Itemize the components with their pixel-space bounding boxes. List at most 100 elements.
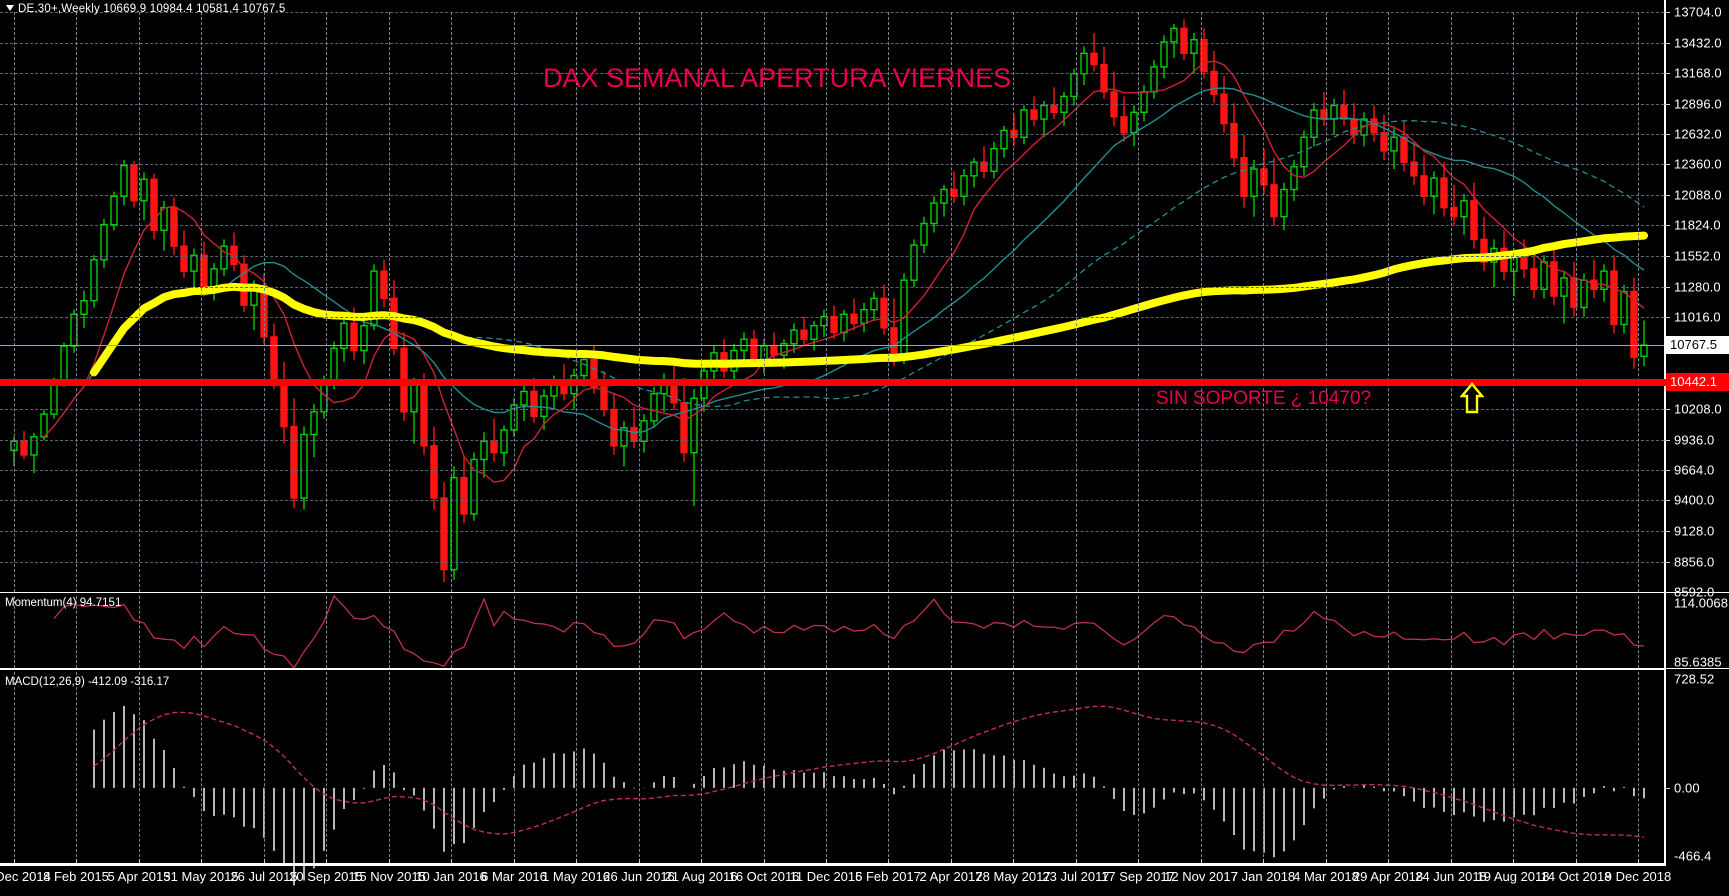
time-gridline [1201, 12, 1202, 592]
time-gridline [951, 596, 952, 668]
time-gridline [1013, 596, 1014, 668]
time-gridline [451, 12, 452, 592]
price-gridline [0, 316, 1664, 318]
time-axis-label: 24 Jun 2018 [1415, 869, 1487, 884]
time-axis-tick [576, 859, 577, 864]
price-axis-label: 8856.0 [1674, 554, 1715, 570]
time-gridline [389, 596, 390, 668]
price-axis-tick [1664, 164, 1670, 166]
price-axis-label: 13432.0 [1674, 35, 1722, 51]
time-axis-tick [451, 859, 452, 864]
time-gridline [639, 12, 640, 592]
time-gridline [389, 12, 390, 592]
time-axis-label: 12 Nov 2017 [1164, 869, 1238, 884]
time-axis-tick [1076, 859, 1077, 864]
time-axis-tick [1263, 859, 1264, 864]
time-axis-label: 7 Jan 2018 [1230, 869, 1296, 884]
time-axis-label: 26 Jul 2015 [230, 869, 298, 884]
time-gridline [1451, 672, 1452, 862]
price-axis-label: 11552.0 [1674, 248, 1721, 264]
time-gridline [514, 12, 515, 592]
time-gridline [576, 596, 577, 668]
pane-separator [0, 669, 1666, 670]
time-axis-label: 17 Sep 2017 [1101, 869, 1175, 884]
time-axis-tick [76, 859, 77, 864]
time-axis-label: 23 Jul 2017 [1042, 869, 1110, 884]
time-gridline [1201, 672, 1202, 862]
time-gridline [139, 596, 140, 668]
time-axis-label: 8 Feb 2015 [43, 869, 109, 884]
time-axis-tick [888, 859, 889, 864]
indicator-axis-label: 114.0068 [1674, 595, 1729, 611]
price-axis[interactable] [1666, 0, 1729, 896]
price-gridline [0, 439, 1664, 441]
price-axis-label: 9664.0 [1674, 462, 1715, 478]
time-gridline [1513, 672, 1514, 862]
time-axis-tick [326, 859, 327, 864]
time-gridline [76, 672, 77, 862]
time-gridline [1451, 12, 1452, 592]
price-axis-label: 12896.0 [1674, 96, 1722, 112]
symbol-header-text: DE.30+,Weekly 10669.9 10984.4 10581.4 10… [18, 3, 286, 15]
triangle-down-icon[interactable] [6, 5, 14, 11]
time-axis-label: 11 Dec 2016 [789, 869, 863, 884]
price-axis-label: 13168.0 [1674, 65, 1722, 81]
time-gridline [451, 672, 452, 862]
time-gridline [1263, 596, 1264, 668]
time-gridline [139, 12, 140, 592]
time-gridline [1388, 12, 1389, 592]
time-gridline [1638, 12, 1639, 592]
time-gridline [514, 596, 515, 668]
time-gridline [514, 672, 515, 862]
time-axis-label: 31 May 2015 [163, 869, 239, 884]
time-axis-label: 16 Oct 2016 [728, 869, 800, 884]
time-gridline [951, 12, 952, 592]
price-axis-tick [1664, 470, 1670, 472]
time-axis-tick [1388, 859, 1389, 864]
price-axis-label: 13704.0 [1674, 4, 1722, 20]
time-gridline [639, 596, 640, 668]
time-axis-label: 1 May 2016 [542, 869, 610, 884]
time-gridline [764, 596, 765, 668]
indicator-axis-label: 728.52 [1674, 671, 1715, 687]
price-axis-divider [1664, 0, 1666, 864]
time-gridline [201, 672, 202, 862]
time-axis-label: 15 Nov 2015 [352, 869, 426, 884]
time-axis-tick [951, 859, 952, 864]
time-gridline [139, 672, 140, 862]
time-gridline [1076, 672, 1077, 862]
time-gridline [451, 596, 452, 668]
price-axis-label: 11280.0 [1674, 279, 1721, 295]
price-gridline [0, 287, 1664, 289]
time-gridline [1638, 596, 1639, 668]
time-axis-tick [14, 859, 15, 864]
time-axis-label: 10 Jan 2016 [415, 869, 487, 884]
time-gridline [264, 596, 265, 668]
pane-separator [0, 863, 1666, 864]
time-gridline [14, 672, 15, 862]
price-axis-tick [1664, 195, 1670, 197]
time-gridline [888, 596, 889, 668]
time-axis-tick [1576, 859, 1577, 864]
symbol-header: DE.30+,Weekly 10669.9 10984.4 10581.4 10… [6, 3, 285, 15]
time-gridline [14, 596, 15, 668]
time-axis-tick [1638, 859, 1639, 864]
time-gridline [1138, 12, 1139, 592]
price-axis-tick [1664, 225, 1670, 227]
current-price-line [0, 345, 1664, 347]
time-gridline [826, 12, 827, 592]
price-axis-label: 11824.0 [1674, 217, 1721, 233]
time-axis-label: 21 Aug 2016 [664, 869, 738, 884]
macd-zero-tick [1664, 787, 1670, 789]
time-gridline [76, 596, 77, 668]
price-axis-tick [1664, 72, 1670, 74]
time-axis-label: 5 Apr 2015 [107, 869, 171, 884]
price-axis-tick [1664, 287, 1670, 289]
macd-header: MACD(12,26,9) -412.09 -316.17 [5, 676, 170, 688]
time-gridline [1138, 672, 1139, 862]
time-axis-tick [514, 859, 515, 864]
time-gridline [1326, 672, 1327, 862]
time-gridline [826, 596, 827, 668]
time-axis-label: 19 Aug 2018 [1476, 869, 1550, 884]
indicator-axis-label: -466.4 [1674, 848, 1712, 864]
